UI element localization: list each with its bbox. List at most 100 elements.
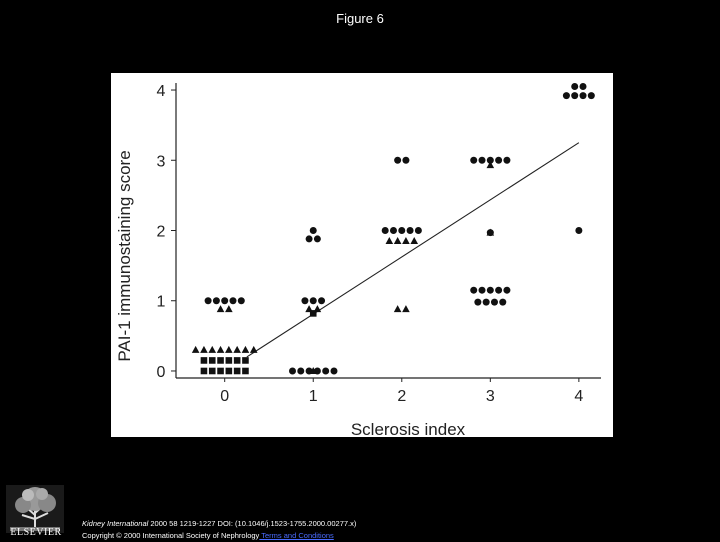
page-title: Figure 6 <box>336 11 384 26</box>
data-point-circle <box>212 297 220 305</box>
data-point-triangle <box>249 345 258 353</box>
data-point-triangle <box>200 345 208 353</box>
data-point-circle <box>237 297 245 305</box>
x-tick-label: 3 <box>486 388 495 405</box>
y-tick-label: 1 <box>157 294 166 311</box>
elsevier-logo-text: ELSEVIER <box>10 527 62 538</box>
data-point-circle <box>470 156 478 164</box>
data-point-circle <box>587 92 595 100</box>
data-point-circle <box>318 297 326 305</box>
data-point-square <box>200 367 208 375</box>
data-point-triangle <box>410 237 419 245</box>
data-point-triangle <box>486 228 495 236</box>
data-point-circle <box>571 92 579 100</box>
y-tick-label: 3 <box>157 153 166 170</box>
data-point-circle <box>499 298 507 306</box>
x-tick-label: 0 <box>220 388 229 405</box>
data-point-triangle <box>216 345 225 353</box>
data-point-triangle <box>402 305 410 313</box>
citation-line: Kidney International 2000 58 1219-1227 D… <box>82 518 356 530</box>
regression-line <box>246 142 580 358</box>
data-point-triangle <box>241 345 250 353</box>
data-point-square <box>309 310 317 317</box>
chart-panel: 0 1 2 3 4 0 1 2 3 4 Sclerosis index PAI-1 immunos… <box>111 73 613 437</box>
data-point-circle <box>394 156 402 164</box>
data-point-circle <box>486 286 494 294</box>
data-point-circle <box>297 367 305 375</box>
data-point-circle <box>389 227 397 234</box>
x-tick-label: 2 <box>397 388 406 405</box>
data-point-circle <box>402 156 410 164</box>
data-point-square <box>217 357 224 364</box>
data-point-circle <box>381 227 389 234</box>
data-point-circle <box>309 227 317 234</box>
data-point-triangle <box>385 237 394 245</box>
data-point-triangle <box>402 237 410 245</box>
data-point-circle <box>305 235 313 243</box>
data-point-circle <box>398 227 406 234</box>
data-point-triangle <box>225 345 233 353</box>
data-point-triangle <box>486 161 495 169</box>
scatter-chart: 0 1 2 3 4 0 1 2 3 4 Sclerosis index PAI-1 immunos… <box>115 83 601 437</box>
data-point-circle <box>313 235 321 243</box>
data-point-circle <box>490 298 498 306</box>
data-point-circle <box>301 297 309 305</box>
terms-link[interactable]: Terms and Conditions <box>259 531 334 540</box>
elsevier-tree-logo <box>6 485 64 533</box>
copyright-text: Copyright © 2000 International Society o… <box>82 531 260 540</box>
data-point-triangle <box>191 345 200 353</box>
data-point-circle <box>503 286 511 294</box>
data-point-square <box>208 357 216 364</box>
data-point-circle <box>478 286 486 294</box>
data-point-circle <box>470 286 478 294</box>
data-point-circle <box>495 156 503 164</box>
data-point-circle <box>571 83 579 91</box>
x-axis-label: Sclerosis index <box>351 420 466 437</box>
data-point-circle <box>575 227 583 234</box>
data-point-triangle <box>393 237 402 245</box>
y-tick-label: 4 <box>157 83 166 100</box>
data-point-triangle <box>208 345 217 353</box>
journal-name: Kidney International <box>82 519 149 528</box>
chart-ticks: 0 1 2 3 4 0 1 2 3 4 <box>157 83 584 405</box>
data-point-square <box>200 357 208 364</box>
data-point-circle <box>221 297 229 305</box>
data-point-square <box>217 367 224 375</box>
x-tick-label: 1 <box>309 388 318 405</box>
data-point-circle <box>503 156 511 164</box>
data-point-circle <box>486 156 494 164</box>
data-point-triangle <box>393 305 402 313</box>
data-point-square <box>233 357 241 364</box>
data-point-circle <box>474 298 482 306</box>
data-point-circle <box>482 298 490 306</box>
x-tick-label: 4 <box>574 388 583 405</box>
data-point-circle <box>495 286 503 294</box>
data-point-circle <box>330 367 338 375</box>
data-point-square <box>242 367 249 375</box>
data-point-square <box>225 367 233 375</box>
data-point-triangle <box>225 305 233 313</box>
chart-marks <box>191 83 595 375</box>
data-point-circle <box>406 227 414 234</box>
data-point-circle <box>478 156 486 164</box>
data-point-circle <box>414 227 422 234</box>
data-point-square <box>233 367 241 375</box>
data-point-circle <box>204 297 212 305</box>
data-point-square <box>208 367 216 375</box>
data-point-triangle <box>309 366 318 374</box>
copyright-line: Copyright © 2000 International Society o… <box>82 530 356 542</box>
data-point-circle <box>579 92 587 100</box>
data-point-circle <box>579 83 587 91</box>
data-point-triangle <box>216 305 225 313</box>
data-point-triangle <box>233 345 241 353</box>
data-point-circle <box>288 367 296 375</box>
data-point-circle <box>229 297 237 305</box>
y-tick-label: 0 <box>157 364 166 381</box>
data-point-circle <box>322 367 330 375</box>
data-point-circle <box>309 297 317 305</box>
data-point-square <box>225 357 233 364</box>
citation-text: 2000 58 1219-1227 DOI: (10.1046/j.1523-1… <box>148 519 357 528</box>
y-tick-label: 2 <box>157 224 166 241</box>
citation-block: Kidney International 2000 58 1219-1227 D… <box>82 518 356 542</box>
data-point-square <box>242 357 249 364</box>
